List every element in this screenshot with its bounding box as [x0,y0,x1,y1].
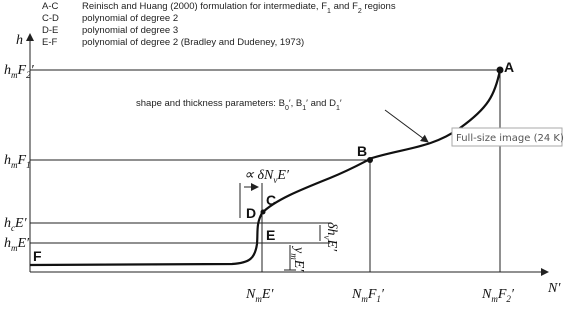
text-part: m [491,294,498,304]
text-part: 1 [26,160,31,170]
text-part: ′ [511,287,515,302]
legend-code: E-F [42,37,58,48]
y-label: hmF2′ [4,63,35,80]
text-part: F [352,1,358,12]
text-part: h [4,63,11,78]
point-label: A [504,59,514,75]
annotation: ymE′ [289,245,306,272]
text-part: m [11,243,18,253]
text-part: regions [362,1,396,12]
text-part: E′ [276,168,290,183]
text-part: N [481,287,492,302]
point-label: C [266,192,276,208]
text-part: E′ [324,239,339,253]
x-label: NmF1′ [351,287,385,304]
legend-text: polynomial of degree 3 [82,25,178,36]
text-part: and [331,1,352,12]
pointer [384,109,429,143]
text-part: y [291,245,306,254]
y-axis-label: h [16,33,23,48]
text-part: 2 [358,8,362,15]
legend-code: C-D [42,13,59,24]
text-part: F [17,63,27,78]
text-part: E′ [261,287,275,302]
annotation: ∝ δNvE′ [244,168,290,185]
text-part: B [279,98,285,109]
text-part: h [4,216,11,231]
text-part: c [11,223,15,233]
tooltip-text: Full-size image (24 K) [456,133,564,144]
text-part: F [17,153,27,168]
text-part: m [255,294,262,304]
text-part: N [245,287,256,302]
y-label: hmF1 [4,153,31,170]
text-part: v [322,236,332,240]
text-part: B [296,98,302,109]
text-part: ′ [381,287,385,302]
text-part: 1 [336,105,340,112]
text-part: m [11,160,18,170]
text-part: v [273,175,277,185]
text-part: δh [324,222,339,236]
text-part: E′ [17,236,31,251]
y-label: hcE′ [4,216,28,233]
legend-text: Reinisch and Huang (2000) formulation fo… [82,1,396,15]
text-part: 2 [506,294,511,304]
x-label: NmE′ [245,287,274,304]
point-dot [367,157,373,163]
point-label: B [357,143,367,159]
tooltip-box [451,127,563,147]
text-part: m [11,70,18,80]
text-part: E′ [14,216,28,231]
text-part: F [321,1,327,12]
x-label: NmF2′ [481,287,515,304]
point-label: D [246,205,256,221]
point-dot [260,209,266,215]
point-dot [496,66,504,74]
text-part: E′ [291,259,306,273]
x-axis-label: N′ [547,281,561,296]
text-part: ∝ δN [244,168,274,183]
text-part: F [497,287,507,302]
annotation: shape and thickness parameters: B0′, B1′… [136,98,342,112]
text-part: h [4,153,11,168]
legend-code: A-C [42,1,59,12]
text-part: h [4,236,11,251]
point-label: F [33,248,42,264]
legend-text: polynomial of degree 2 (Bradley and Dude… [82,37,304,48]
text-part: polynomial of degree 2 [82,13,178,24]
text-part: 1 [327,8,331,15]
y-label: hmE′ [4,236,30,253]
legend-code: D-E [42,25,58,36]
text-part: 1 [376,294,381,304]
text-part: 2 [26,70,31,80]
text-part: ′ [31,63,35,78]
legend-text: polynomial of degree 2 [82,13,178,24]
point-label: E [266,227,275,243]
text-part: 0 [285,105,289,112]
text-part: polynomial of degree 2 (Bradley and Dude… [82,37,304,48]
text-part: Reinisch and Huang (2000) formulation fo… [82,1,321,12]
text-part: m [361,294,368,304]
text-part: D [329,98,336,109]
text-part: ′, [289,98,296,109]
text-part: m [289,253,299,260]
guide-lines [30,69,501,272]
text-part: ′ [340,98,342,109]
tooltip: Full-size image (24 K) [451,127,564,147]
text-part: ′ and [306,98,329,109]
text-part: polynomial of degree 3 [82,25,178,36]
text-part: F [367,287,377,302]
axes [26,33,549,276]
text-part: 1 [302,105,306,112]
text-part: N [351,287,362,302]
annotation: δhvE′ [322,222,339,252]
text-part: shape and thickness parameters: [136,98,279,109]
